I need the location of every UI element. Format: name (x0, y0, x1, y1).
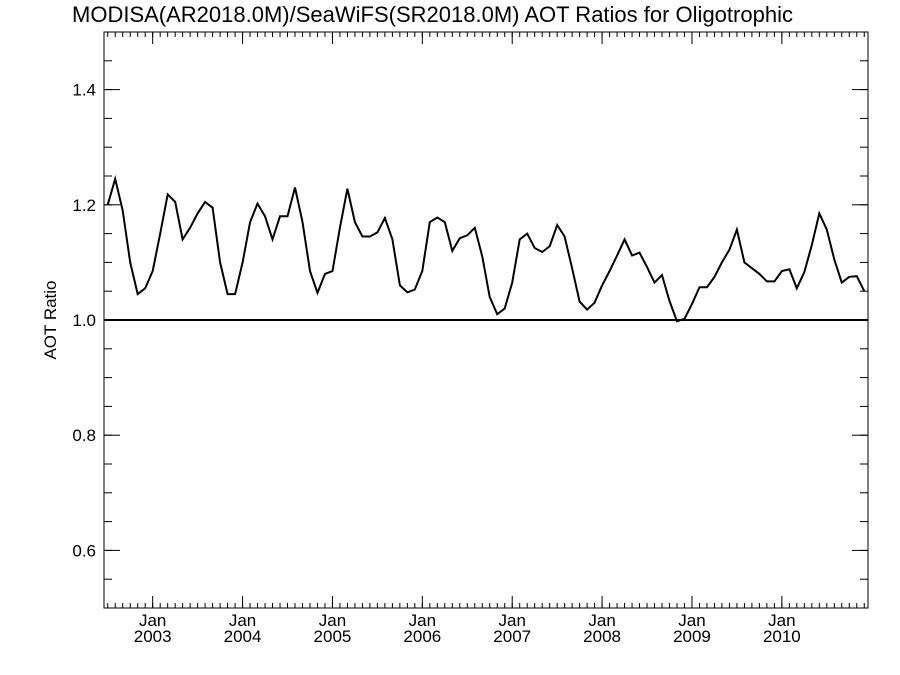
x-tick-label-year: 2008 (583, 627, 621, 646)
x-tick-label-year: 2003 (134, 627, 172, 646)
y-tick-label: 1.4 (72, 81, 96, 100)
x-tick-label-month: Jan (499, 611, 526, 630)
x-tick-label-year: 2006 (403, 627, 441, 646)
x-tick-label-year: 2010 (763, 627, 801, 646)
x-tick-label-month: Jan (409, 611, 436, 630)
x-tick-label-month: Jan (678, 611, 705, 630)
x-tick-label-year: 2005 (314, 627, 352, 646)
x-tick-label-month: Jan (319, 611, 346, 630)
x-tick-label-month: Jan (768, 611, 795, 630)
y-tick-label: 0.8 (72, 426, 96, 445)
chart-title: MODISA(AR2018.0M)/SeaWiFS(SR2018.0M) AOT… (72, 2, 793, 27)
y-tick-label: 1.2 (72, 196, 96, 215)
y-tick-label: 0.6 (72, 541, 96, 560)
x-tick-label-month: Jan (229, 611, 256, 630)
x-tick-label-month: Jan (588, 611, 615, 630)
x-tick-label-year: 2007 (493, 627, 531, 646)
x-tick-label-year: 2004 (224, 627, 262, 646)
x-tick-label-year: 2009 (673, 627, 711, 646)
y-tick-label: 1.0 (72, 311, 96, 330)
aot-ratio-line (106, 174, 866, 323)
y-axis-label: AOT Ratio (41, 280, 60, 359)
x-tick-label-month: Jan (139, 611, 166, 630)
